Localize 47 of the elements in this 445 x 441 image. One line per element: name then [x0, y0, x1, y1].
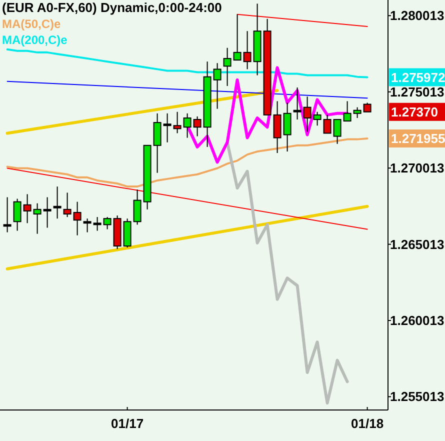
candlestick — [163, 112, 172, 143]
candlestick — [323, 114, 332, 134]
candlestick — [353, 106, 362, 118]
candlestick — [23, 194, 32, 224]
candlestick — [243, 30, 252, 70]
candlestick — [133, 189, 142, 226]
line-series — [6, 137, 368, 188]
candlestick — [293, 86, 302, 120]
candlestick — [3, 196, 12, 233]
y-tick-label: 1.270013 — [390, 160, 444, 176]
x-tick-label: 01/18 — [351, 416, 384, 431]
candlestick — [43, 196, 52, 228]
y-tick-label: 1.265013 — [390, 236, 444, 252]
candlestick — [213, 62, 222, 110]
candlestick — [73, 201, 82, 236]
candlestick — [223, 47, 232, 86]
y-tick-label: 1.255013 — [390, 389, 444, 404]
x-tick-label: 01/17 — [111, 416, 144, 431]
text: 1.27370 — [391, 104, 438, 120]
candlestick — [273, 100, 282, 154]
candlestick — [233, 14, 242, 61]
candlestick — [33, 202, 42, 234]
candlestick — [93, 216, 102, 232]
y-tick-label: 1.260013 — [390, 313, 444, 328]
candlestick — [83, 218, 92, 233]
candlestick — [313, 111, 322, 126]
y-tick-label: 1.280013 — [390, 8, 444, 24]
candlestick — [53, 186, 62, 220]
candlestick — [63, 192, 72, 218]
data-label: 1.271955 — [391, 131, 445, 146]
data-label: 1.275972 — [391, 70, 445, 85]
y-tick-label: 1.275013 — [390, 84, 444, 100]
text: MA(50,C)e — [2, 17, 61, 31]
candlestick — [13, 198, 22, 232]
candlestick — [103, 216, 112, 230]
candlestick — [343, 100, 352, 122]
candlestick — [283, 102, 292, 152]
series-label: MA(200,C)e — [2, 33, 68, 47]
candlestick — [363, 102, 372, 112]
candlestick — [193, 116, 202, 137]
candlestick — [183, 112, 192, 138]
candlestick — [153, 112, 162, 174]
candlestick — [173, 111, 182, 134]
chart-title: (EUR A0-FX,60) Dynamic,0:00-24:00 — [2, 0, 222, 15]
line-series — [226, 140, 349, 404]
candlestick — [333, 118, 342, 144]
candlestick — [303, 96, 312, 132]
